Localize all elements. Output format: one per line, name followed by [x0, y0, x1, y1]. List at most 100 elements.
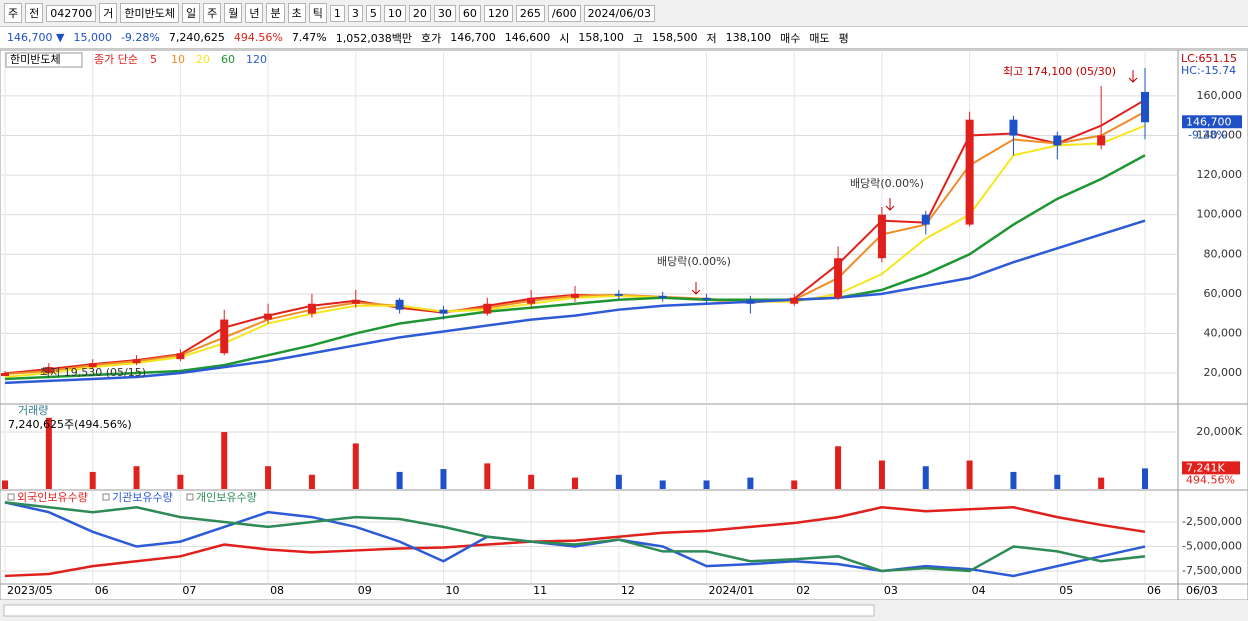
toolbar-item[interactable]: 년 [245, 3, 264, 23]
x-tick-label: 09 [358, 584, 372, 597]
right-label: HC:-15.74 [1181, 64, 1236, 77]
y-tick-label: 100,000 [1197, 208, 1243, 221]
toolbar-item[interactable]: 매수 [777, 29, 804, 46]
x-tick-label: 11 [533, 584, 547, 597]
candle-body [702, 297, 711, 300]
toolbar-item[interactable]: 10 [383, 4, 406, 22]
toolbar-item[interactable]: 20 [408, 4, 431, 22]
toolbar-item[interactable]: 158,500 [649, 31, 701, 44]
toolbar-item[interactable]: 일 [181, 3, 201, 23]
y-tick-label: 20,000 [1204, 366, 1243, 379]
candle-body [44, 367, 53, 374]
legend-entry: 개인보유수량 [196, 491, 257, 504]
toolbar-item[interactable]: 265 [515, 4, 545, 22]
x-tick-label: 2024/01 [709, 584, 755, 597]
volume-bar [89, 471, 96, 489]
toolbar-item[interactable]: 고 [629, 29, 646, 46]
y-tick-label: 60,000 [1204, 287, 1243, 300]
volume-bar [2, 480, 8, 489]
annotation-arrow [1128, 70, 1138, 83]
y-tick-label: -7,500,000 [1182, 564, 1242, 577]
annotation-arrow [691, 282, 701, 295]
toolbar-item[interactable]: 120 [483, 4, 513, 22]
y-tick-label: 20,000K [1196, 425, 1242, 438]
toolbar-item[interactable]: 7.47% [288, 31, 330, 44]
candle-body [1, 373, 9, 376]
toolbar-item[interactable]: 저 [703, 29, 720, 46]
scroll-track[interactable] [3, 604, 875, 617]
last-price: 146,700 [1186, 115, 1232, 128]
toolbar-item[interactable]: 호가 [418, 29, 445, 46]
toolbar-item[interactable]: 거 [99, 3, 118, 23]
toolbar-item[interactable]: 042700 [46, 4, 97, 22]
volume-bar [615, 474, 622, 489]
last-price-box [1182, 115, 1242, 129]
candle-body [1097, 135, 1106, 146]
candle-body [527, 297, 536, 304]
toolbar-item[interactable]: 7,240,625 [165, 31, 228, 44]
toolbar-item[interactable]: 30 [433, 4, 456, 22]
toolbar-item[interactable]: 146,700 ▼ [4, 31, 68, 44]
toolbar-item[interactable]: 3 [347, 4, 363, 22]
candle-body [746, 299, 755, 304]
toolbar-item[interactable]: 138,100 [722, 31, 775, 44]
volume-bar [922, 466, 929, 489]
volume-bar [265, 466, 272, 489]
toolbar-item[interactable]: 초 [287, 3, 306, 23]
toolbar-item[interactable]: 틱 [308, 3, 327, 23]
y-tick-label: 160,000 [1197, 89, 1243, 102]
annotation: 배당락(0.00%) [850, 177, 924, 190]
panel-subtitle: 7,240,625주(494.56%) [8, 418, 132, 431]
toolbar-item[interactable]: 한미반도체 [120, 3, 179, 23]
candle-body [264, 313, 273, 320]
legend-title: 종가 단순 [94, 53, 138, 66]
toolbar-item[interactable]: 60 [458, 4, 481, 22]
toolbar-item[interactable]: 146,600 [501, 31, 554, 44]
legend-entry: 60 [221, 53, 235, 66]
toolbar-item[interactable]: 주 [203, 3, 222, 23]
toolbar-item[interactable]: 158,100 [575, 31, 627, 44]
volume-bar [528, 474, 535, 489]
y-tick-label: 40,000 [1204, 326, 1243, 339]
panel-title: 거래량 [18, 404, 48, 417]
volume-bar [440, 469, 447, 489]
toolbar-item[interactable]: 평 [835, 29, 852, 46]
volume-bar [221, 432, 228, 489]
x-tick-label: 02 [796, 584, 810, 597]
toolbar-item[interactable]: 시 [556, 29, 573, 46]
candle-body [176, 353, 185, 360]
candle-body [877, 214, 886, 259]
toolbar: 주 전 042700 거 한미반도체 일 주 월 년 분 초 틱 1 3 5 10 20 30 60 120 265/6… [0, 0, 1248, 27]
toolbar-item[interactable]: 매도 [806, 29, 833, 46]
toolbar-item[interactable]: 전 [25, 3, 44, 23]
toolbar-item[interactable]: 15,000 [70, 31, 115, 44]
toolbar-item[interactable]: 2024/06/03 [583, 4, 655, 22]
toolbar-item[interactable]: 5 [365, 4, 381, 22]
candle-body [658, 295, 667, 298]
toolbar-item[interactable]: 주 [4, 3, 23, 23]
volume-bar [177, 474, 184, 489]
last-change: -9.28% [1188, 128, 1227, 141]
toolbar-item[interactable]: /600 [547, 4, 581, 22]
toolbar-item[interactable]: 분 [266, 3, 285, 23]
toolbar-item[interactable]: -9.28% [117, 31, 163, 44]
volume-bar [133, 466, 140, 489]
toolbar-item[interactable]: 1,052,038백만 [332, 29, 415, 46]
volume-bar [659, 480, 666, 489]
quote-bar: 146,700 ▼ 15,000 -9.28% 7,240,625 494.56% 7.4… [0, 27, 1248, 49]
x-tick-label: 06 [1147, 584, 1161, 597]
last-volume-box [1182, 461, 1240, 475]
y-tick-label: 120,000 [1197, 168, 1243, 181]
holding-line [4, 501, 1146, 573]
toolbar-item[interactable]: 146,700 [447, 31, 499, 44]
toolbar-item[interactable]: 월 [224, 3, 243, 23]
legend-entry: 20 [196, 53, 210, 66]
toolbar-item[interactable]: 494.56% [230, 31, 286, 44]
toolbar-item[interactable]: 1 [329, 4, 345, 22]
x-tick-label: 03 [884, 584, 898, 597]
volume-bar [45, 417, 52, 489]
legend-entry: 외국인보유수량 [17, 491, 88, 504]
candle-body [132, 359, 141, 364]
holding-line [4, 501, 1146, 578]
